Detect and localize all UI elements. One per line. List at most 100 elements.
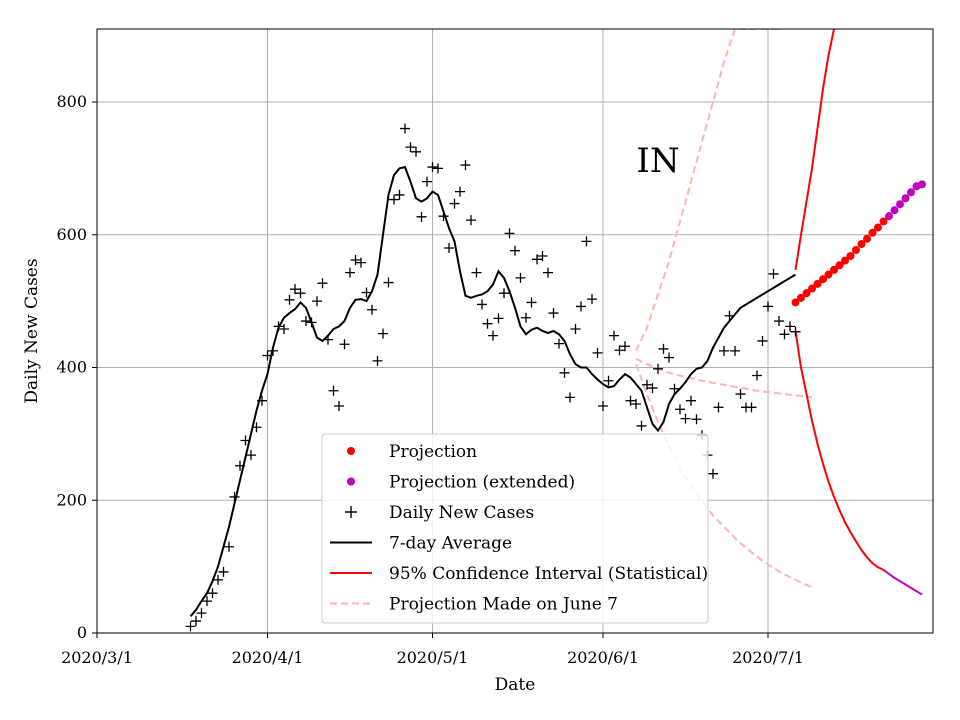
daily-case-point (554, 338, 564, 349)
daily-case-point (499, 288, 509, 299)
daily-case-point (510, 245, 520, 256)
daily-case-point (427, 162, 438, 173)
daily-case-point (658, 343, 669, 354)
daily-case-point (334, 401, 344, 412)
daily-case-point (328, 385, 339, 396)
daily-case-point (196, 608, 207, 619)
daily-case-point (735, 389, 746, 400)
daily-case-point (405, 142, 416, 153)
x-axis-label: Date (495, 675, 536, 695)
legend-label: Projection (extended) (389, 473, 575, 493)
daily-case-point (367, 304, 377, 315)
projection-point (830, 265, 838, 274)
daily-case-point (295, 288, 306, 299)
daily-case-point (609, 330, 619, 341)
projection-extended-point (918, 180, 926, 189)
y-tick-label: 400 (56, 358, 87, 377)
daily-case-point (400, 123, 410, 134)
daily-case-point (614, 345, 625, 356)
daily-case-point (779, 329, 790, 340)
projection-point (846, 251, 855, 260)
daily-case-point (482, 318, 493, 329)
daily-case-point (548, 308, 559, 319)
daily-case-point (680, 413, 691, 424)
daily-case-point (537, 250, 548, 261)
daily-case-point (460, 160, 471, 171)
daily-case-point (455, 186, 465, 197)
legend-label: Projection (389, 442, 477, 462)
daily-case-point (411, 146, 421, 157)
daily-case-point (422, 176, 432, 187)
projection-point (841, 256, 849, 265)
daily-case-point (389, 194, 399, 205)
projection-point (879, 217, 888, 226)
daily-case-point (559, 367, 570, 378)
daily-case-point (636, 420, 647, 431)
projection-extended-point (907, 188, 915, 197)
legend-label: Projection Made on June 7 (389, 595, 618, 615)
daily-case-point (664, 352, 674, 363)
projection-point (868, 228, 877, 237)
daily-case-point (372, 355, 383, 366)
x-tick-label: 2020/4/1 (232, 648, 304, 667)
daily-case-point (620, 341, 630, 352)
daily-case-point (653, 363, 663, 374)
daily-case-point (521, 312, 531, 323)
x-tick-label: 2020/6/1 (567, 648, 639, 667)
y-axis-label: Daily New Cases (22, 258, 42, 403)
legend-label: 7-day Average (389, 534, 512, 554)
daily-case-point (642, 379, 652, 390)
daily-case-point (202, 596, 212, 607)
daily-case-point (526, 297, 537, 308)
daily-case-point (565, 392, 575, 403)
daily-case-point (570, 324, 581, 335)
daily-case-point (433, 163, 443, 174)
projection-point (819, 275, 827, 284)
daily-case-point (466, 215, 476, 226)
daily-case-point (246, 450, 256, 461)
legend-box (321, 433, 709, 624)
june7-projection-upper-line (635, 29, 779, 352)
daily-case-point (449, 198, 460, 209)
daily-case-point (394, 189, 405, 200)
daily-case-point (444, 243, 454, 254)
plot-frame (96, 28, 934, 634)
daily-case-point (356, 257, 366, 268)
daily-case-point (686, 395, 696, 406)
daily-case-point (218, 566, 229, 577)
daily-case-point (350, 254, 361, 265)
daily-case-point (488, 330, 498, 341)
daily-case-point (207, 588, 218, 599)
daily-case-point (576, 301, 586, 312)
projection-extended-point (896, 200, 904, 209)
legend: Projection Projection (extended) Daily New… (321, 433, 709, 624)
daily-case-point (279, 324, 289, 335)
daily-case-point (631, 399, 641, 410)
projection-point (874, 223, 882, 232)
daily-case-point (708, 468, 718, 479)
daily-case-point (713, 402, 724, 413)
x-tick-label: 2020/5/1 (397, 648, 469, 667)
daily-case-point (224, 541, 234, 552)
daily-case-point (675, 404, 685, 415)
ci-lower-extended-line (882, 569, 923, 596)
daily-case-point (301, 316, 311, 327)
projection-point (863, 234, 871, 243)
daily-case-point (493, 313, 504, 324)
y-tick-label: 200 (56, 490, 87, 509)
daily-case-point (543, 267, 553, 278)
daily-case-point (603, 375, 614, 386)
daily-case-point (752, 370, 762, 381)
legend-label: 95% Confidence Interval (Statistical) (389, 564, 708, 584)
daily-case-point (669, 383, 680, 394)
daily-case-point (361, 287, 372, 298)
daily-case-point (757, 335, 768, 346)
daily-case-point (785, 321, 795, 332)
daily-case-point (477, 299, 487, 310)
ci-upper-line (794, 29, 835, 271)
daily-case-point (790, 326, 801, 337)
daily-case-point (763, 301, 773, 312)
x-tick-label: 2020/3/1 (61, 648, 133, 667)
daily-case-point (768, 268, 779, 279)
